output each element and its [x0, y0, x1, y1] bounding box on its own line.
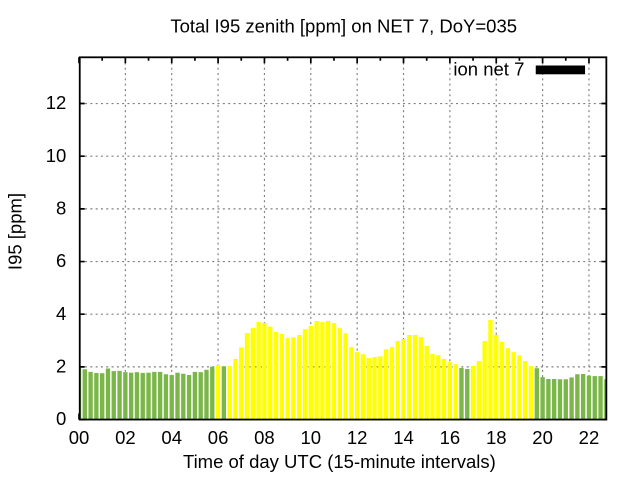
svg-text:14: 14 — [393, 427, 414, 448]
svg-text:08: 08 — [254, 427, 275, 448]
svg-text:16: 16 — [440, 427, 461, 448]
svg-text:ion net 7: ion net 7 — [453, 58, 524, 79]
svg-text:2: 2 — [56, 355, 66, 376]
svg-text:6: 6 — [56, 250, 66, 271]
svg-text:I95 [ppm]: I95 [ppm] — [5, 193, 26, 270]
svg-text:12: 12 — [46, 92, 67, 113]
svg-text:Total I95 zenith [ppm] on NET: Total I95 zenith [ppm] on NET 7, DoY=035 — [170, 16, 517, 37]
svg-text:02: 02 — [115, 427, 136, 448]
svg-text:06: 06 — [208, 427, 229, 448]
svg-text:10: 10 — [301, 427, 322, 448]
svg-text:0: 0 — [56, 408, 66, 429]
svg-text:Time of day UTC (15-minute int: Time of day UTC (15-minute intervals) — [183, 451, 496, 472]
svg-text:22: 22 — [579, 427, 600, 448]
svg-text:18: 18 — [486, 427, 507, 448]
svg-text:04: 04 — [161, 427, 182, 448]
svg-text:8: 8 — [56, 197, 66, 218]
svg-text:00: 00 — [69, 427, 90, 448]
svg-text:12: 12 — [347, 427, 368, 448]
svg-text:10: 10 — [46, 145, 67, 166]
svg-text:4: 4 — [56, 303, 66, 324]
svg-text:20: 20 — [532, 427, 553, 448]
